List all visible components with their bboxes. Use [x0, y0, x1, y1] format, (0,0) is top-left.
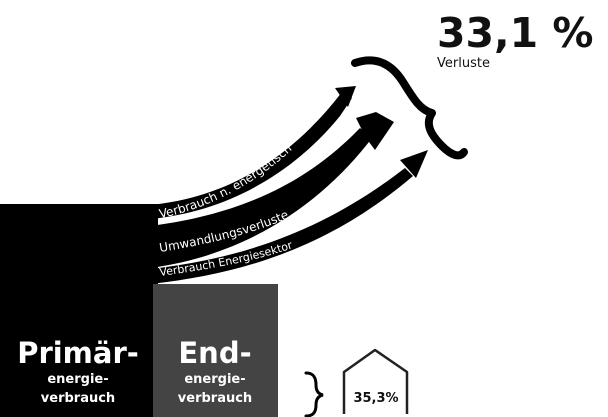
house-percentage: 35,3%	[353, 391, 398, 406]
final-energy-block	[153, 284, 278, 417]
flow-arrow-non-energetic	[335, 86, 356, 107]
primary-title: Primär-	[17, 336, 139, 370]
flow-band-non-energetic	[150, 92, 352, 219]
final-line2: verbrauch	[178, 391, 252, 406]
final-brace	[304, 371, 324, 417]
flow-band-conversion-losses	[150, 128, 372, 268]
losses-value: 33,1 %	[437, 9, 594, 57]
flow-arrow-conversion-losses	[356, 112, 394, 150]
primary-line2: verbrauch	[41, 391, 115, 406]
flow-band-energy-sector	[150, 168, 413, 284]
losses-brace	[351, 56, 468, 160]
primary-line1: energie-	[47, 372, 108, 387]
final-title: End-	[178, 336, 251, 370]
primary-energy-block	[0, 204, 158, 417]
losses-label: Verluste	[437, 56, 490, 71]
house-icon	[342, 348, 409, 414]
final-line1: energie-	[184, 372, 245, 387]
flow-arrow-energy-sector	[400, 150, 428, 178]
